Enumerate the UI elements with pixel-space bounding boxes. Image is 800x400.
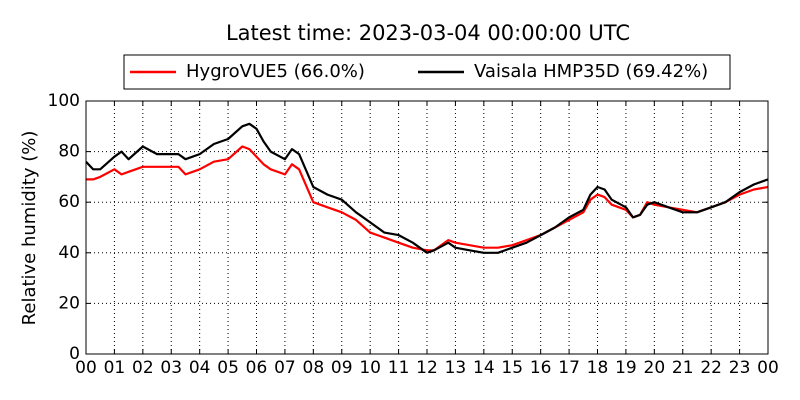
x-tick-label: 12 (416, 358, 438, 378)
y-tick-label: 40 (58, 243, 80, 263)
x-tick-label: 05 (217, 358, 239, 378)
x-tick-label: 06 (246, 358, 268, 378)
plot-frame (85, 100, 769, 355)
chart-title: Latest time: 2023-03-04 00:00:00 UTC (226, 21, 630, 45)
x-tick-label: 18 (587, 358, 609, 378)
x-tick-label: 16 (530, 358, 552, 378)
x-tick-label: 01 (104, 358, 126, 378)
x-tick-label: 23 (729, 358, 751, 378)
x-tick-label: 08 (303, 358, 325, 378)
y-axis-label: Relative humidity (%) (19, 131, 40, 326)
x-tick-label: 22 (700, 358, 722, 378)
y-tick-label: 0 (69, 344, 80, 364)
x-tick-label: 00 (757, 358, 779, 378)
y-tick-label: 20 (58, 293, 80, 313)
x-tick-label: 02 (132, 358, 154, 378)
legend-label: HygroVUE5 (66.0%) (186, 61, 365, 82)
x-tick-label: 13 (445, 358, 467, 378)
series-line (85, 122, 769, 254)
x-tick-label: 11 (388, 358, 410, 378)
x-tick-label: 15 (501, 358, 523, 378)
x-tick-label: 10 (359, 358, 381, 378)
x-tick-label: 04 (189, 358, 211, 378)
x-tick-label: 21 (672, 358, 694, 378)
x-tick-label: 00 (75, 358, 97, 378)
x-tick-label: 17 (558, 358, 580, 378)
series-line (86, 145, 769, 252)
y-tick-label: 60 (58, 192, 80, 212)
legend-label: Vaisala HMP35D (69.42%) (474, 61, 708, 82)
x-tick-label: 09 (331, 358, 353, 378)
y-tick-label: 100 (48, 91, 80, 111)
x-tick-label: 07 (274, 358, 296, 378)
x-tick-label: 03 (160, 358, 182, 378)
y-tick-label: 80 (58, 142, 80, 162)
x-tick-label: 20 (644, 358, 666, 378)
x-tick-label: 14 (473, 358, 495, 378)
x-tick-label: 19 (615, 358, 637, 378)
